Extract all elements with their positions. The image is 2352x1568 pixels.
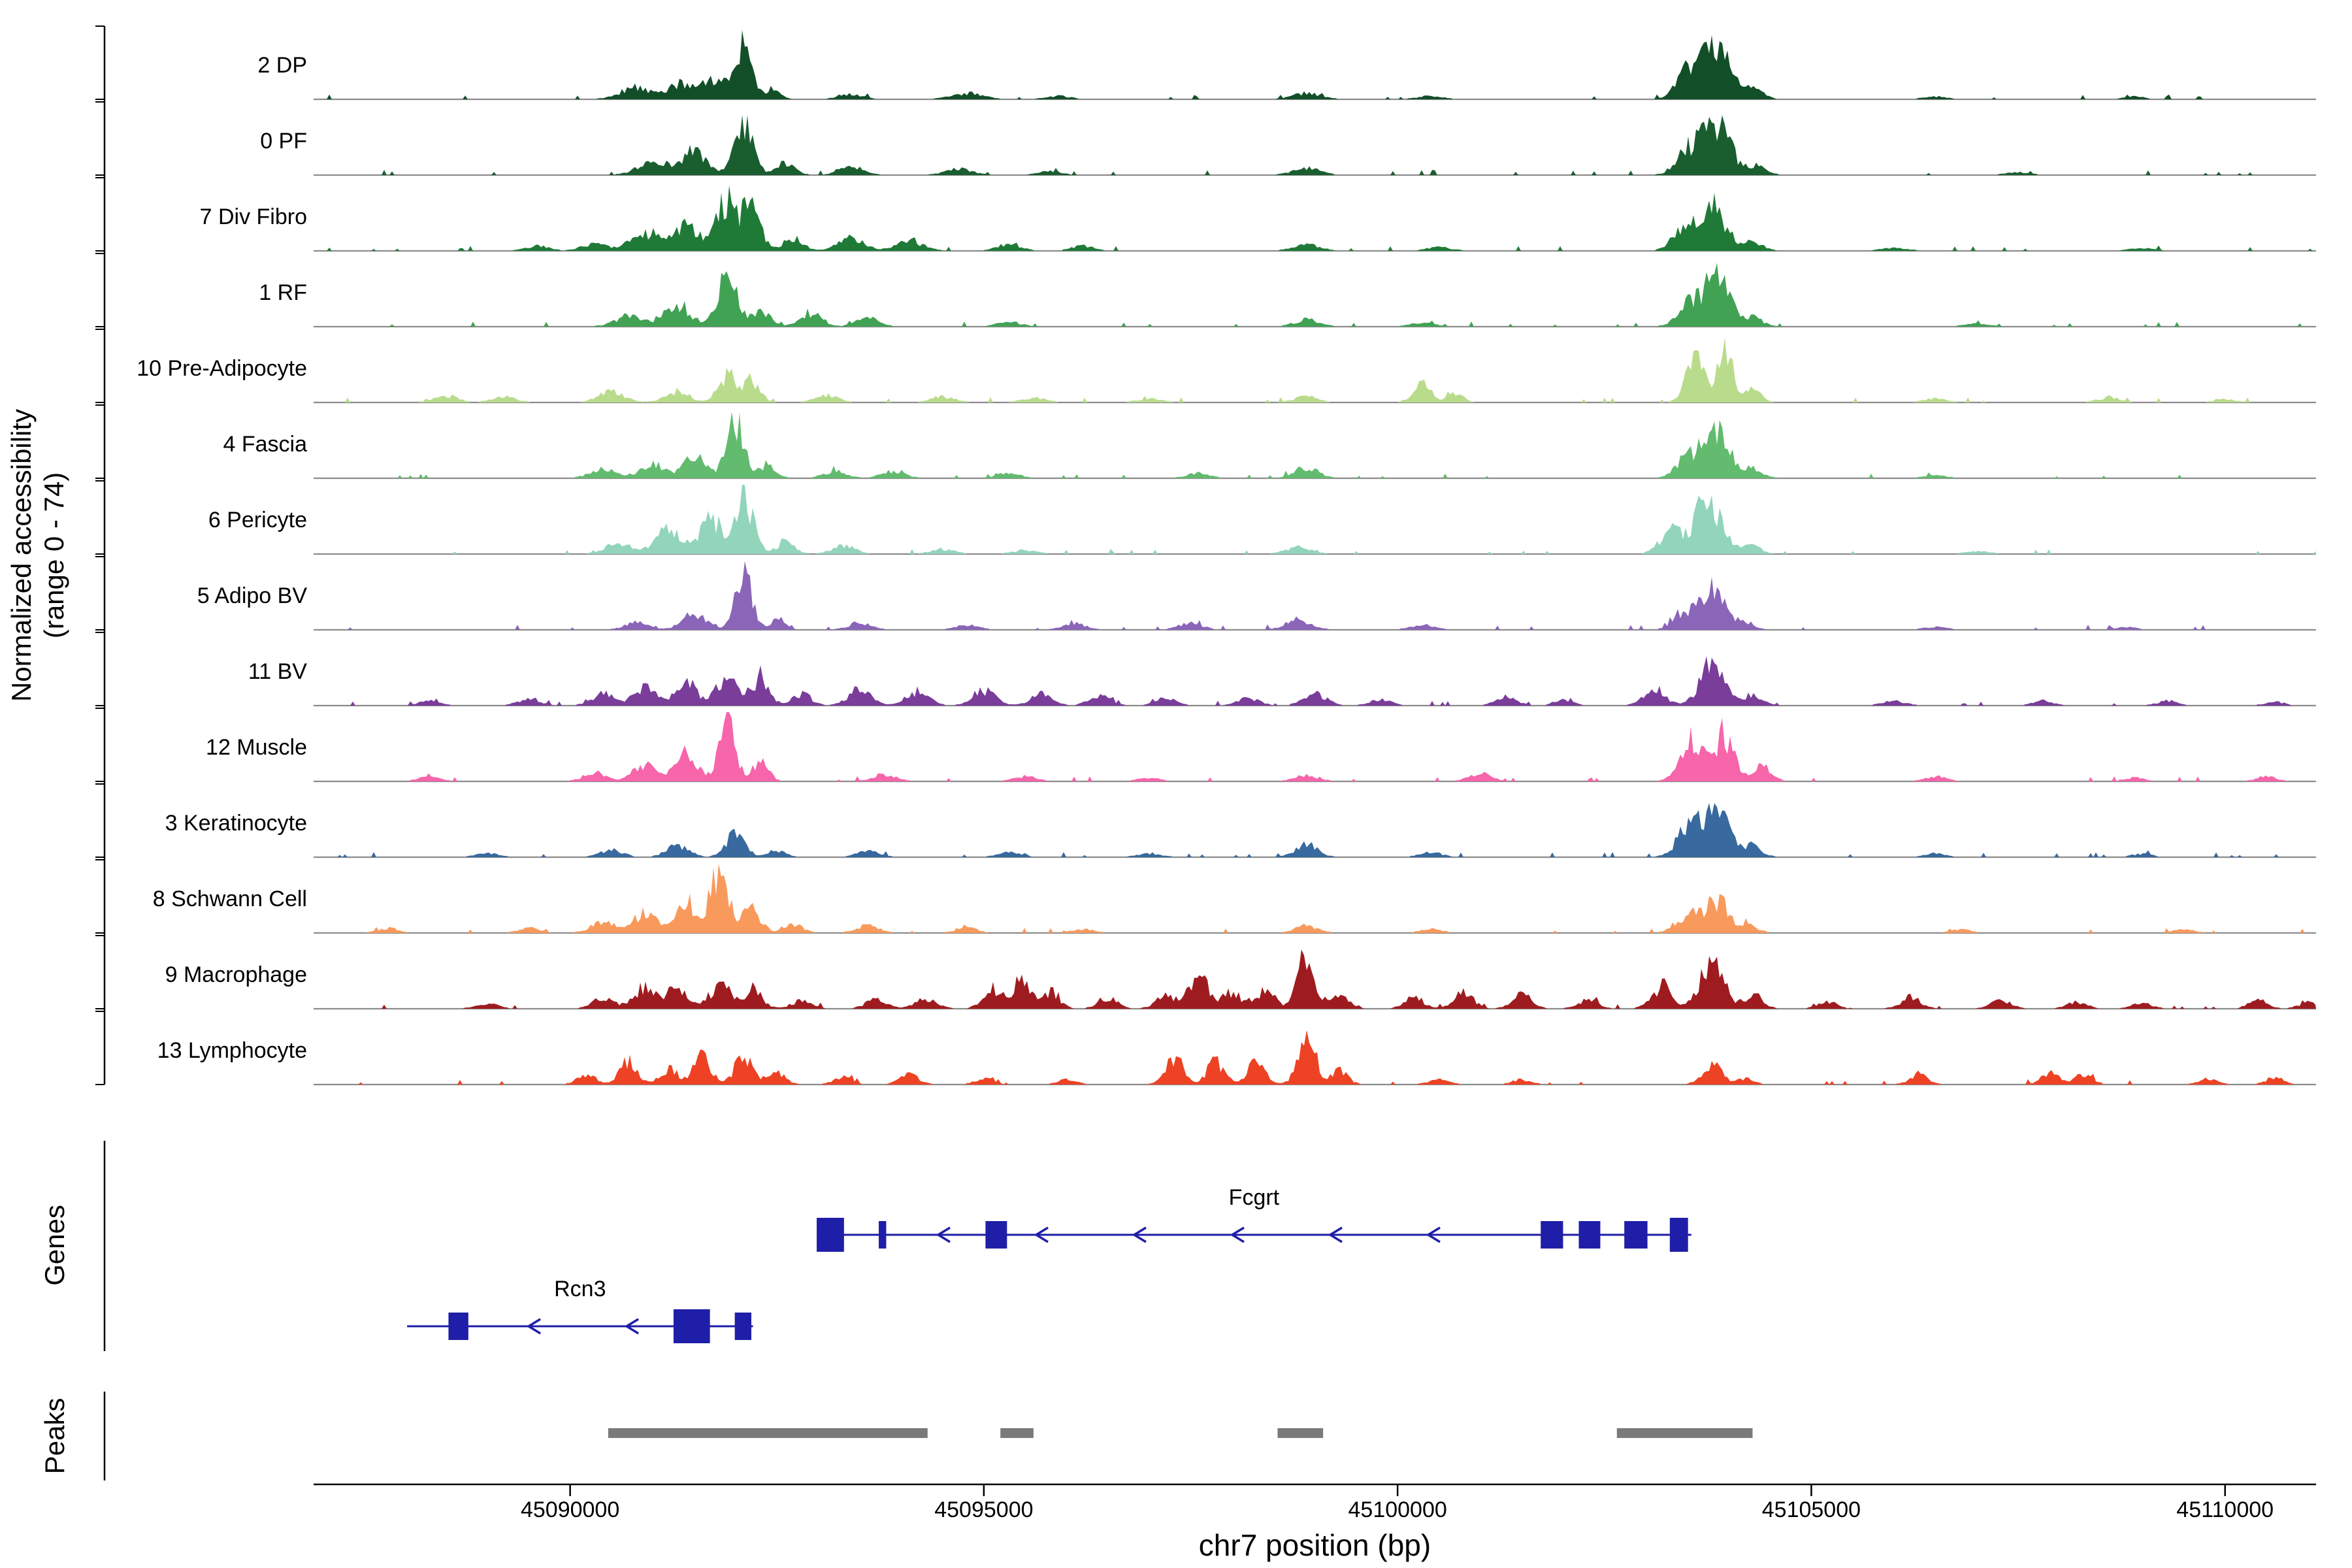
- peak-bar: [1000, 1428, 1034, 1438]
- peak-bar: [1616, 1428, 1753, 1438]
- x-axis-tick-label: 45090000: [520, 1497, 620, 1522]
- peaks-section-label: Peaks: [39, 1397, 70, 1475]
- track-signal-12-muscle: [314, 712, 2316, 781]
- x-axis-tick-label: 45105000: [1761, 1497, 1861, 1522]
- strand-arrow-icon: [1034, 1226, 1049, 1243]
- track-label: 2 DP: [257, 53, 307, 78]
- gene-exon: [879, 1221, 887, 1249]
- gene-name-label: Rcn3: [554, 1277, 606, 1301]
- track-signal-1-rf: [314, 263, 2316, 327]
- track-label: 7 Div Fibro: [199, 204, 307, 229]
- x-axis-title: chr7 position (bp): [1198, 1528, 1431, 1562]
- track-signal-2-dp: [314, 30, 2316, 99]
- y-axis-label-line2: (range 0 - 74): [39, 472, 69, 639]
- peak-bar: [608, 1428, 928, 1438]
- gene-exon: [673, 1309, 710, 1343]
- genes-section-label: Genes: [39, 1205, 70, 1286]
- gene-exon: [985, 1221, 1007, 1249]
- gene-exon: [1669, 1218, 1688, 1252]
- y-axis-label: Normalized accessibility (range 0 - 74): [5, 409, 71, 702]
- track-label: 10 Pre-Adipocyte: [137, 356, 307, 381]
- x-axis-tick-label: 45095000: [934, 1497, 1034, 1522]
- track-signal-8-schwann-cell: [314, 864, 2316, 933]
- strand-arrow-icon: [936, 1226, 951, 1243]
- strand-arrow-icon: [1132, 1226, 1147, 1243]
- track-label: 11 BV: [248, 659, 307, 684]
- track-signal-9-macrophage: [314, 949, 2316, 1009]
- track-label: 8 Schwann Cell: [152, 887, 307, 911]
- x-axis-tick-label: 45100000: [1348, 1497, 1447, 1522]
- track-signal-10-pre-adipocyte: [314, 337, 2316, 402]
- track-label: 12 Muscle: [206, 735, 307, 760]
- gene-exon: [817, 1218, 844, 1252]
- track-signal-6-pericyte: [314, 485, 2316, 554]
- track-signal-11-bv: [314, 656, 2316, 706]
- strand-arrow-icon: [526, 1318, 542, 1335]
- gene-name-label: Fcgrt: [1228, 1185, 1280, 1210]
- track-label: 0 PF: [260, 129, 307, 154]
- track-signal-4-fascia: [314, 412, 2316, 478]
- track-label: 6 Pericyte: [208, 508, 307, 532]
- track-signal-0-pf: [314, 115, 2316, 175]
- strand-arrow-icon: [624, 1318, 640, 1335]
- x-axis-tick-label: 45110000: [2176, 1497, 2274, 1522]
- gene-exon: [734, 1313, 751, 1340]
- track-label: 3 Keratinocyte: [165, 811, 307, 836]
- gene-exon: [1578, 1221, 1601, 1249]
- peak-bar: [1277, 1428, 1324, 1438]
- track-label: 13 Lymphocyte: [157, 1038, 307, 1063]
- track-label: 4 Fascia: [223, 432, 308, 457]
- strand-arrow-icon: [1426, 1226, 1441, 1243]
- strand-arrow-icon: [1230, 1226, 1245, 1243]
- track-signal-3-keratinocyte: [314, 803, 2316, 857]
- track-label: 1 RF: [259, 280, 307, 305]
- track-label: 9 Macrophage: [165, 962, 307, 987]
- gene-exon: [1624, 1221, 1648, 1249]
- strand-arrow-icon: [1328, 1226, 1343, 1243]
- gene-exon: [1541, 1221, 1563, 1249]
- y-axis-label-line1: Normalized accessibility: [6, 408, 37, 702]
- track-label: 5 Adipo BV: [197, 583, 307, 608]
- track-signal-7-div-fibro: [314, 185, 2316, 251]
- track-signal-5-adipo-bv: [314, 561, 2316, 630]
- track-signal-13-lymphocyte: [314, 1030, 2316, 1085]
- gene-exon: [448, 1313, 468, 1340]
